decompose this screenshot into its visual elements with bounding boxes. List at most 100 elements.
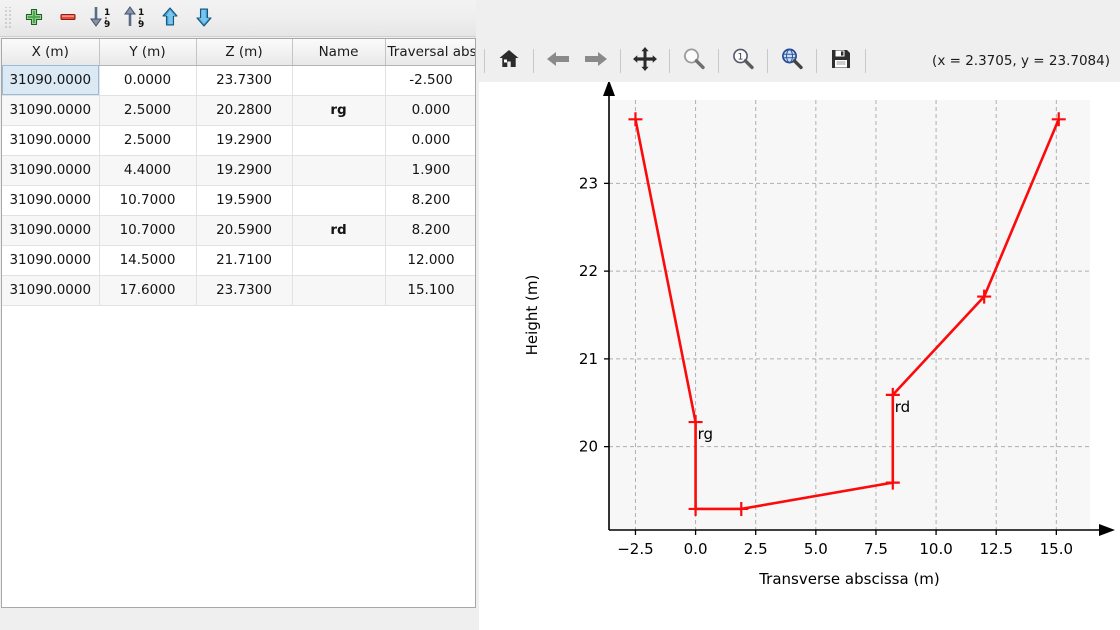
column-header-name[interactable]: Name — [292, 39, 386, 66]
table-row[interactable]: 31090.0000 2.5000 19.2900 0.000 — [2, 125, 475, 156]
data-point-marker — [1051, 112, 1066, 127]
y-axis-arrow — [603, 82, 615, 96]
table-row[interactable]: 31090.0000 10.7000 20.5900 rd 8.200 — [2, 215, 475, 246]
table-row[interactable]: 31090.0000 17.6000 23.7300 15.100 — [2, 275, 475, 306]
cell-x[interactable]: 31090.0000 — [2, 245, 100, 276]
cell-z[interactable]: 23.7300 — [196, 65, 293, 96]
column-header-y[interactable]: Y (m) — [99, 39, 197, 66]
cell-name[interactable] — [292, 65, 386, 96]
x-tick-label: 12.5 — [980, 540, 1013, 558]
cell-traversal-abs[interactable]: -2.500 — [385, 65, 475, 96]
cell-name[interactable] — [292, 245, 386, 276]
cell-y[interactable]: 14.5000 — [99, 245, 197, 276]
cell-name[interactable] — [292, 275, 386, 306]
cell-name[interactable] — [292, 155, 386, 186]
data-point-marker — [628, 112, 643, 127]
cell-name[interactable] — [292, 185, 386, 216]
cell-traversal-abs[interactable]: 8.200 — [385, 185, 475, 216]
svg-text:1: 1 — [738, 53, 744, 63]
cell-name[interactable] — [292, 125, 386, 156]
cell-y[interactable]: 10.7000 — [99, 215, 197, 246]
table-row[interactable]: 31090.0000 4.4000 19.2900 1.900 — [2, 155, 475, 186]
move-down-button[interactable] — [187, 2, 221, 34]
back-button[interactable] — [539, 44, 577, 78]
magnifier-1-icon: 1 — [730, 46, 756, 75]
cell-y[interactable]: 2.5000 — [99, 95, 197, 126]
svg-text:9: 9 — [104, 20, 110, 29]
cell-y[interactable]: 10.7000 — [99, 185, 197, 216]
plus-green-icon — [24, 7, 44, 30]
zoom-rect-button[interactable] — [675, 44, 713, 78]
move-up-button[interactable] — [153, 2, 187, 34]
remove-row-button[interactable] — [51, 2, 85, 34]
svg-text:1: 1 — [138, 8, 144, 18]
cell-z[interactable]: 20.5900 — [196, 215, 293, 246]
y-tick-label: 20 — [579, 438, 598, 456]
cell-z[interactable]: 19.2900 — [196, 155, 293, 186]
data-point-marker — [734, 501, 749, 516]
cell-y[interactable]: 2.5000 — [99, 125, 197, 156]
cell-y[interactable]: 17.6000 — [99, 275, 197, 306]
minus-red-icon — [58, 7, 78, 30]
x-tick-label: 7.5 — [864, 540, 888, 558]
toolbar-drag-handle[interactable] — [3, 7, 13, 29]
arrow-up-blue-icon — [159, 6, 181, 31]
cell-z[interactable]: 20.2800 — [196, 95, 293, 126]
cell-x[interactable]: 31090.0000 — [2, 65, 100, 96]
cell-x[interactable]: 31090.0000 — [2, 185, 100, 216]
cell-x[interactable]: 31090.0000 — [2, 125, 100, 156]
data-point-marker — [885, 475, 900, 490]
cell-name[interactable]: rd — [292, 215, 386, 246]
y-axis-label: Height (m) — [523, 275, 541, 356]
points-table: X (m) Y (m) Z (m) Name Traversal abs (m … — [2, 39, 475, 306]
pan-button[interactable] — [626, 44, 664, 78]
cell-name[interactable]: rg — [292, 95, 386, 126]
cell-traversal-abs[interactable]: 8.200 — [385, 215, 475, 246]
cell-traversal-abs[interactable]: 15.100 — [385, 275, 475, 306]
cell-y[interactable]: 4.4000 — [99, 155, 197, 186]
x-tick-label: 0.0 — [684, 540, 708, 558]
table-row[interactable]: 31090.0000 14.5000 21.7100 12.000 — [2, 245, 475, 276]
x-tick-label: 2.5 — [744, 540, 768, 558]
forward-button[interactable] — [577, 44, 615, 78]
column-header-x[interactable]: X (m) — [2, 39, 100, 66]
table-body: 31090.0000 0.0000 23.7300 -2.500 31090.0000 2… — [2, 65, 475, 306]
x-axis-arrow — [1099, 524, 1115, 536]
zoom-fit-button[interactable] — [773, 44, 811, 78]
zoom-one-to-one-button[interactable]: 1 — [724, 44, 762, 78]
sort-ascending-button[interactable]: 1 9 — [119, 2, 153, 34]
cell-z[interactable]: 23.7300 — [196, 275, 293, 306]
column-header-z[interactable]: Z (m) — [196, 39, 293, 66]
table-row[interactable]: 31090.0000 2.5000 20.2800 rg 0.000 — [2, 95, 475, 126]
cell-x[interactable]: 31090.0000 — [2, 155, 100, 186]
point-annotation: rd — [895, 398, 910, 416]
add-row-button[interactable] — [17, 2, 51, 34]
cell-x[interactable]: 31090.0000 — [2, 95, 100, 126]
data-point-marker — [688, 501, 703, 516]
table-row[interactable]: 31090.0000 0.0000 23.7300 -2.500 — [2, 65, 475, 96]
points-table-panel[interactable]: X (m) Y (m) Z (m) Name Traversal abs (m … — [1, 38, 476, 608]
toolbar-separator — [484, 48, 485, 73]
cell-z[interactable]: 21.7100 — [196, 245, 293, 276]
cell-traversal-abs[interactable]: 12.000 — [385, 245, 475, 276]
cell-z[interactable]: 19.2900 — [196, 125, 293, 156]
home-button[interactable] — [490, 44, 528, 78]
cell-x[interactable]: 31090.0000 — [2, 215, 100, 246]
cell-z[interactable]: 19.5900 — [196, 185, 293, 216]
sort-descending-button[interactable]: 1 9 — [85, 2, 119, 34]
floppy-disk-icon — [829, 47, 853, 74]
figure-canvas[interactable]: −2.5 0.0 2.5 5.0 7.5 10.0 12.5 15.0 20 21 22 23 Tran… — [479, 82, 1120, 630]
matplotlib-navigation-toolbar: 1 — [479, 38, 1120, 83]
cell-traversal-abs[interactable]: 1.900 — [385, 155, 475, 186]
cell-y[interactable]: 0.0000 — [99, 65, 197, 96]
y-tick-label: 22 — [579, 262, 598, 280]
column-header-traversal-abs[interactable]: Traversal abs (m — [385, 39, 475, 66]
data-point-marker — [977, 289, 992, 304]
data-point-marker — [688, 415, 703, 430]
table-row[interactable]: 31090.0000 10.7000 19.5900 8.200 — [2, 185, 475, 216]
x-tick-label: 10.0 — [919, 540, 952, 558]
save-figure-button[interactable] — [822, 44, 860, 78]
cell-traversal-abs[interactable]: 0.000 — [385, 95, 475, 126]
cell-traversal-abs[interactable]: 0.000 — [385, 125, 475, 156]
cell-x[interactable]: 31090.0000 — [2, 275, 100, 306]
